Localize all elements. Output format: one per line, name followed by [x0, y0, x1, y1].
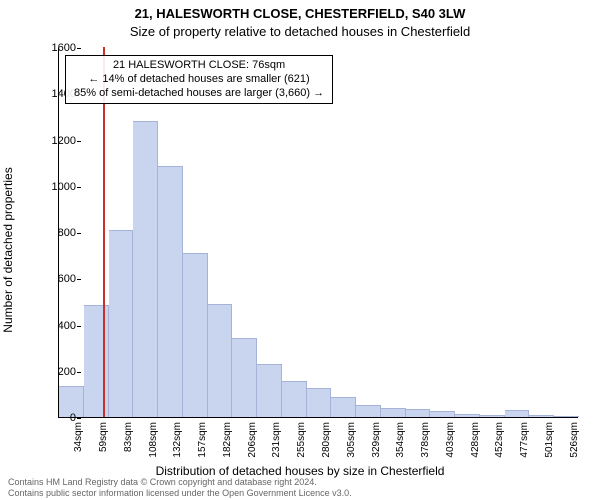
x-tick: 132sqm — [172, 422, 183, 458]
histogram-bar — [257, 364, 282, 417]
x-tick: 305sqm — [346, 422, 357, 458]
y-tick: 400 — [58, 320, 76, 332]
footer-attribution: Contains HM Land Registry data © Crown c… — [8, 477, 352, 498]
histogram-bar — [480, 415, 505, 417]
histogram-bar — [158, 166, 183, 417]
chart-title-main: 21, HALESWORTH CLOSE, CHESTERFIELD, S40 … — [0, 6, 600, 21]
histogram-bar — [505, 410, 530, 417]
histogram-bar — [381, 408, 406, 417]
x-tick: 182sqm — [222, 422, 233, 458]
histogram-bar — [406, 409, 431, 417]
histogram-bar — [208, 304, 233, 417]
histogram-chart: 21, HALESWORTH CLOSE, CHESTERFIELD, S40 … — [0, 0, 600, 500]
histogram-bar — [109, 230, 134, 417]
histogram-bar — [529, 415, 554, 417]
info-box-line: ← 14% of detached houses are smaller (62… — [74, 73, 324, 87]
x-tick: 34sqm — [73, 422, 84, 452]
x-tick: 83sqm — [123, 422, 134, 452]
x-tick: 526sqm — [569, 422, 580, 458]
x-tick: 59sqm — [98, 422, 109, 452]
info-box-line: 21 HALESWORTH CLOSE: 76sqm — [74, 59, 324, 73]
histogram-bar — [455, 414, 480, 417]
x-tick: 329sqm — [371, 422, 382, 458]
x-tick: 206sqm — [247, 422, 258, 458]
x-axis-label: Distribution of detached houses by size … — [0, 464, 600, 478]
y-tick: 1000 — [52, 181, 76, 193]
x-tick: 231sqm — [271, 422, 282, 458]
x-tick: 403sqm — [445, 422, 456, 458]
x-tick: 280sqm — [321, 422, 332, 458]
y-tick: 200 — [58, 366, 76, 378]
y-tick: 1600 — [52, 42, 76, 54]
histogram-bar — [282, 381, 307, 417]
y-tick: 800 — [58, 227, 76, 239]
histogram-bar — [133, 121, 158, 417]
histogram-bar — [356, 405, 381, 417]
footer-line: Contains HM Land Registry data © Crown c… — [8, 477, 352, 487]
x-tick: 378sqm — [420, 422, 431, 458]
x-tick: 501sqm — [544, 422, 555, 458]
chart-title-sub: Size of property relative to detached ho… — [0, 24, 600, 39]
footer-line: Contains public sector information licen… — [8, 488, 352, 498]
x-tick: 477sqm — [519, 422, 530, 458]
info-box-line: 85% of semi-detached houses are larger (… — [74, 87, 324, 101]
histogram-bar — [183, 253, 208, 417]
x-tick: 255sqm — [296, 422, 307, 458]
histogram-bar — [331, 397, 356, 417]
y-axis-label: Number of detached properties — [1, 167, 15, 332]
info-box: 21 HALESWORTH CLOSE: 76sqm← 14% of detac… — [65, 55, 333, 104]
histogram-bar — [307, 388, 332, 417]
x-tick: 354sqm — [395, 422, 406, 458]
y-tick: 600 — [58, 273, 76, 285]
histogram-bar — [232, 338, 257, 417]
x-tick: 108sqm — [148, 422, 159, 458]
x-tick: 452sqm — [494, 422, 505, 458]
histogram-bar — [430, 411, 455, 417]
x-tick: 428sqm — [470, 422, 481, 458]
y-tick: 1200 — [52, 135, 76, 147]
histogram-bar — [554, 416, 579, 417]
x-tick: 157sqm — [197, 422, 208, 458]
